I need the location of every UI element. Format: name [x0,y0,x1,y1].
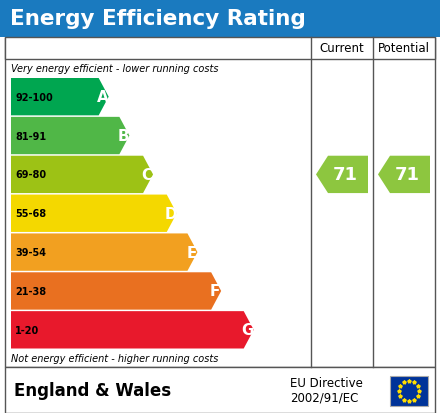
Text: E: E [186,245,197,260]
Text: D: D [165,206,177,221]
Text: Energy Efficiency Rating: Energy Efficiency Rating [10,9,306,29]
Polygon shape [11,79,109,116]
Polygon shape [11,234,198,271]
Polygon shape [11,195,177,233]
Bar [5,38,435,60]
Bar [390,376,428,406]
Text: A: A [97,90,109,105]
Text: 55-68: 55-68 [15,209,46,219]
Text: 1-20: 1-20 [15,325,39,335]
Text: B: B [117,129,129,144]
Bar [5,38,435,367]
Text: G: G [242,323,254,337]
Polygon shape [11,157,153,194]
Text: 71: 71 [395,166,419,184]
Polygon shape [316,157,368,194]
Polygon shape [11,311,254,349]
Bar [0,0,440,38]
Text: 21-38: 21-38 [15,286,46,296]
Polygon shape [378,157,430,194]
Text: 81-91: 81-91 [15,131,46,141]
Text: Not energy efficient - higher running costs: Not energy efficient - higher running co… [11,353,218,363]
Text: 69-80: 69-80 [15,170,46,180]
Bar [5,367,435,413]
Text: 39-54: 39-54 [15,247,46,257]
Text: C: C [142,168,153,183]
Text: EU Directive: EU Directive [290,377,363,389]
Polygon shape [11,118,129,155]
Text: 71: 71 [333,166,357,184]
Text: F: F [210,284,220,299]
Text: 2002/91/EC: 2002/91/EC [290,391,358,404]
Text: Potential: Potential [378,43,430,55]
Text: Very energy efficient - lower running costs: Very energy efficient - lower running co… [11,64,219,74]
Polygon shape [11,273,221,310]
Text: Current: Current [319,43,364,55]
Text: England & Wales: England & Wales [14,381,171,399]
Text: 92-100: 92-100 [15,93,53,102]
